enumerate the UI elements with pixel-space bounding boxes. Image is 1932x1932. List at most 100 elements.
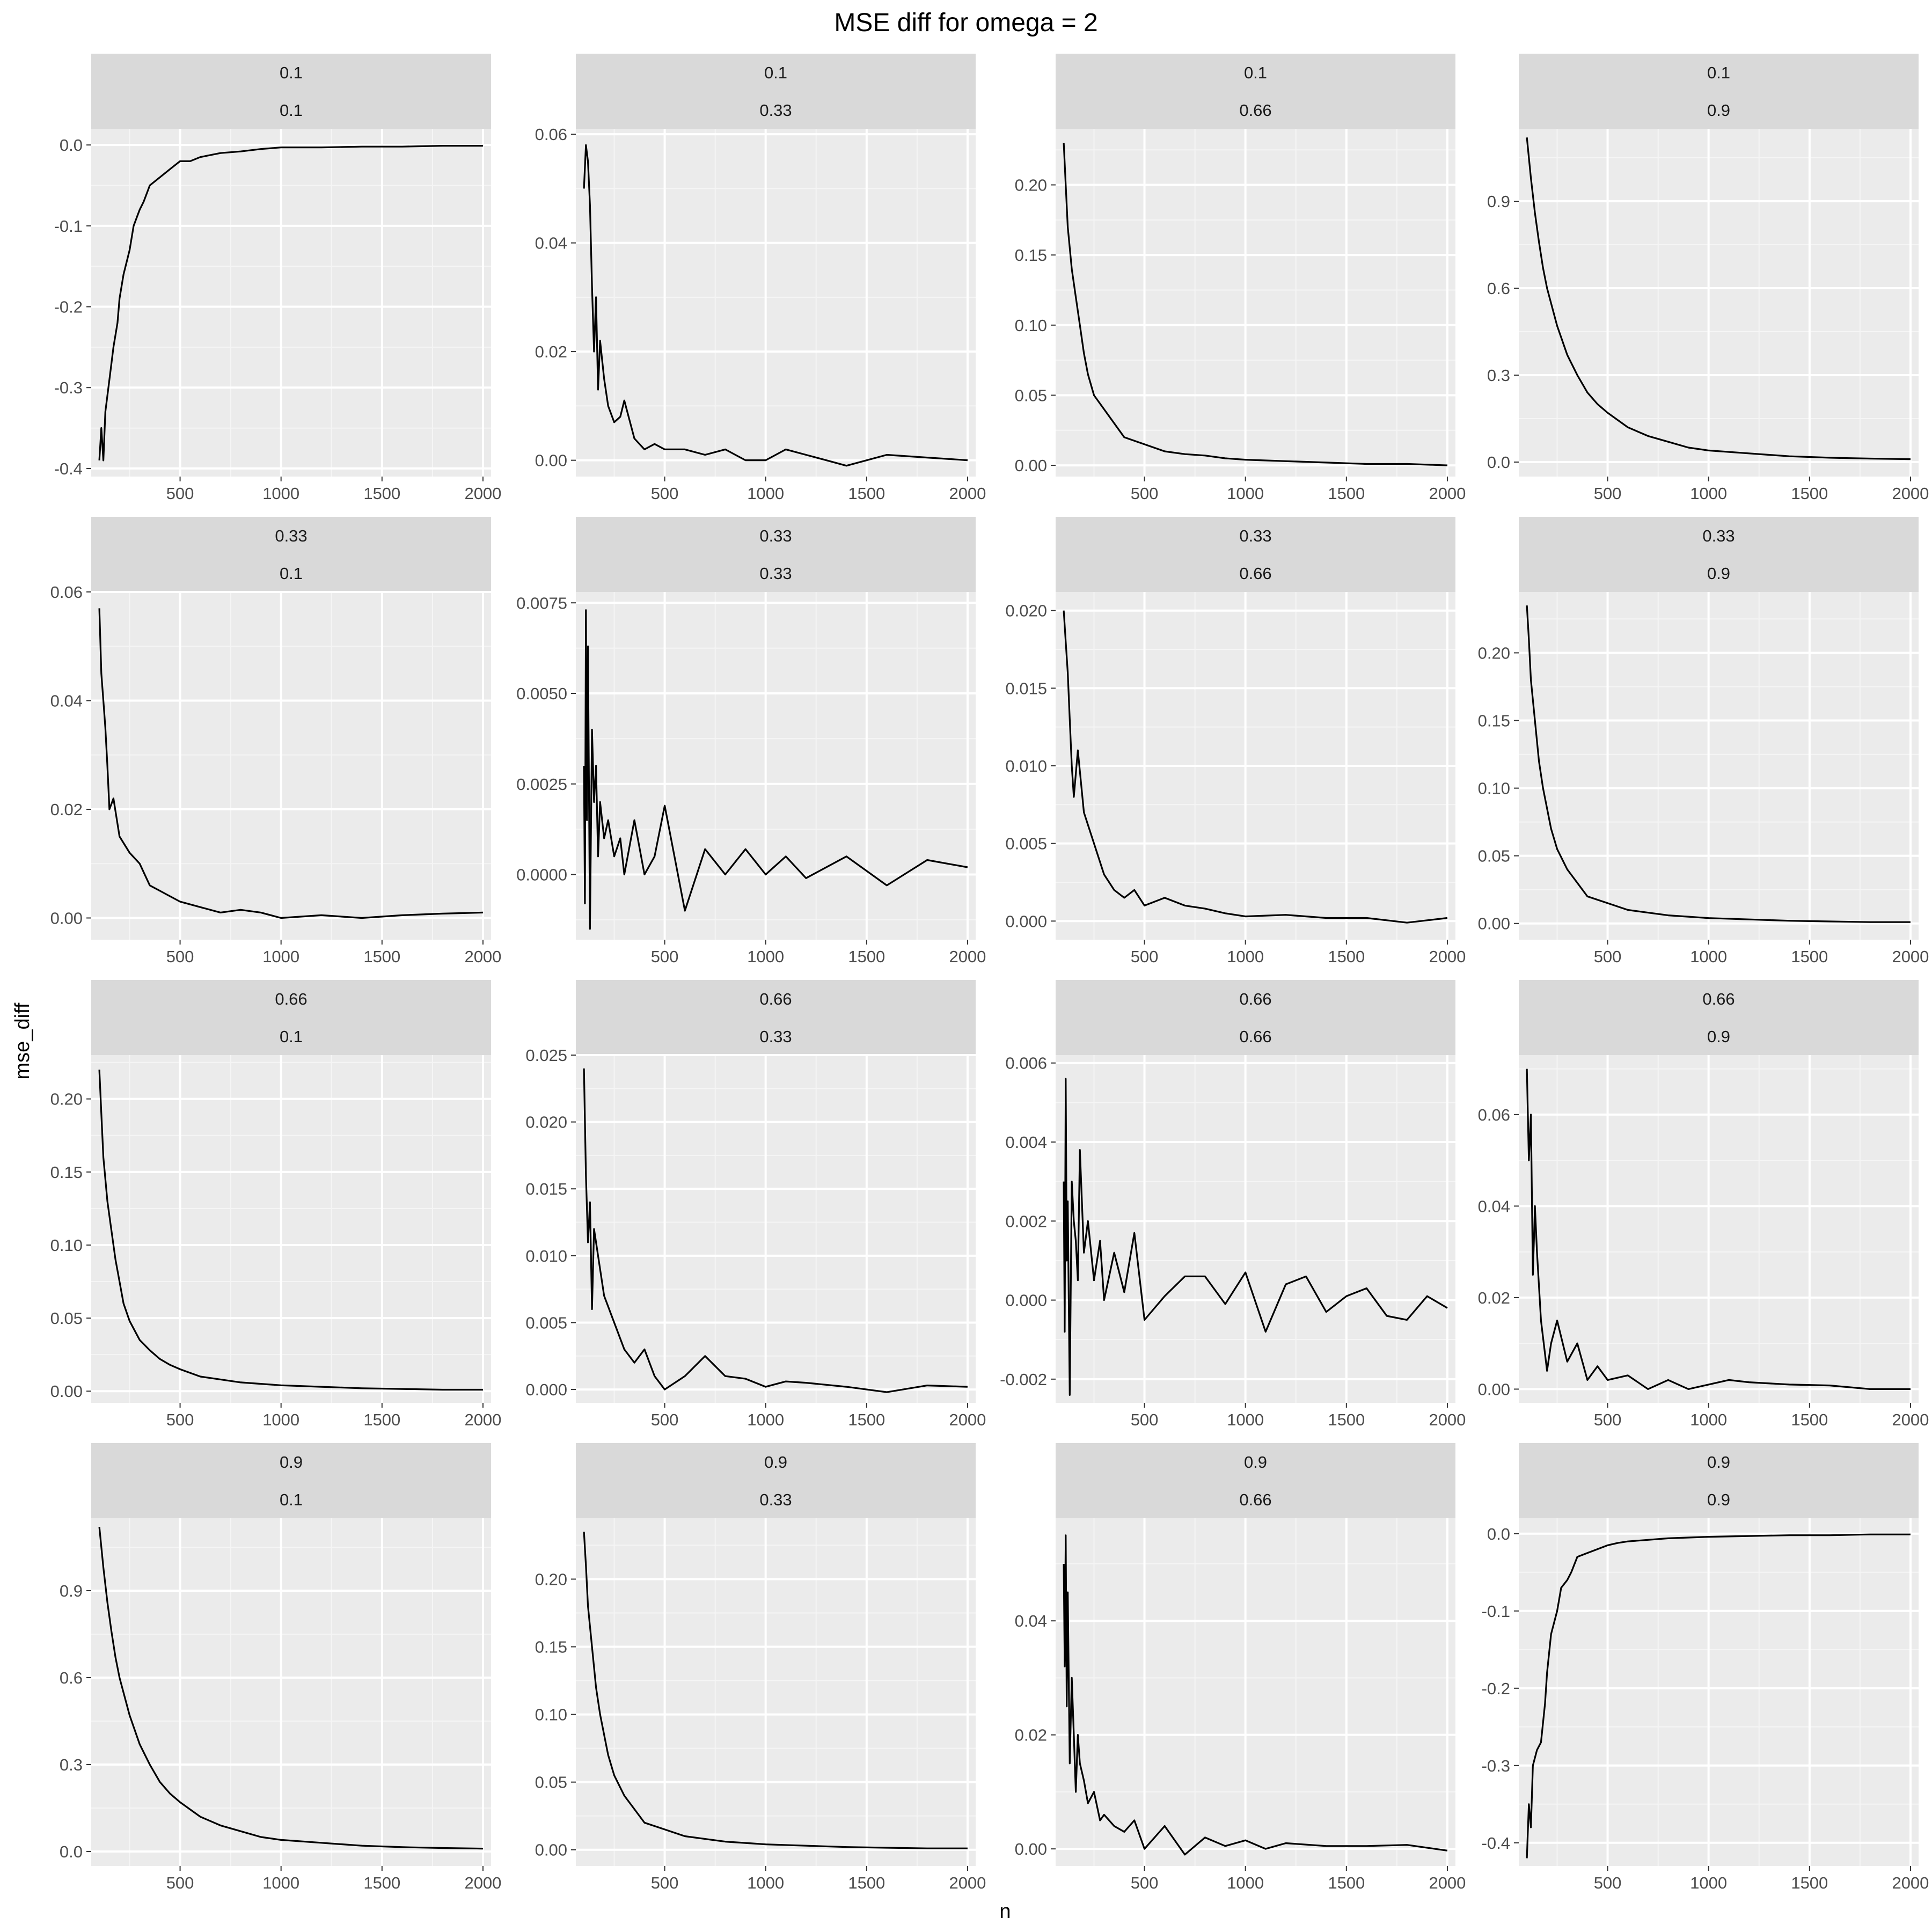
x-tick-label: 500 bbox=[651, 484, 679, 503]
facet-panel: 0.1 0.33 500 1000 1500 2000 0.00 0.02 0.04 0.06 bbox=[535, 54, 986, 503]
facet-strip bbox=[1056, 517, 1455, 592]
y-tick-label: 0.05 bbox=[1478, 847, 1510, 866]
y-tick-label: -0.2 bbox=[1482, 1679, 1510, 1698]
series-line bbox=[1526, 137, 1911, 460]
x-tick-label: 1000 bbox=[747, 947, 784, 966]
y-tick-label: 0.02 bbox=[1478, 1289, 1510, 1307]
facet-strip-col-label: 0.33 bbox=[759, 1490, 792, 1509]
y-tick-label: 0.04 bbox=[50, 692, 83, 711]
plot-background bbox=[1519, 1055, 1919, 1403]
y-tick-label: 0.02 bbox=[50, 800, 83, 819]
x-tick-label: 1500 bbox=[1328, 947, 1365, 966]
facet-strip bbox=[1519, 980, 1919, 1055]
y-tick-label: 0.15 bbox=[50, 1163, 83, 1182]
y-tick-label: 0.00 bbox=[1015, 456, 1047, 475]
x-tick-label: 2000 bbox=[1429, 484, 1466, 503]
x-tick-label: 1000 bbox=[747, 1874, 784, 1892]
x-tick-label: 500 bbox=[1131, 1410, 1159, 1429]
plot-background bbox=[576, 129, 976, 477]
facet-strip-row-label: 0.9 bbox=[1707, 1453, 1730, 1472]
x-tick-label: 1500 bbox=[1328, 484, 1365, 503]
y-tick-label: 0.20 bbox=[1015, 176, 1047, 195]
y-tick-label: 0.06 bbox=[50, 583, 83, 602]
x-tick-label: 1500 bbox=[1791, 1874, 1828, 1892]
x-tick-label: 500 bbox=[1131, 484, 1159, 503]
y-tick-label: 0.006 bbox=[1005, 1054, 1047, 1073]
facet-strip-row-label: 0.1 bbox=[764, 63, 787, 82]
y-tick-label: 0.000 bbox=[1005, 1291, 1047, 1310]
x-tick-label: 2000 bbox=[1429, 1410, 1466, 1429]
y-tick-label: 0.00 bbox=[535, 1841, 567, 1860]
facet-panel: 0.9 0.66 500 1000 1500 2000 0.00 0.02 0.04 bbox=[1015, 1443, 1466, 1892]
x-tick-label: 1500 bbox=[1791, 484, 1828, 503]
x-tick-label: 1500 bbox=[848, 947, 885, 966]
plot-background bbox=[1519, 1518, 1919, 1866]
y-tick-label: 0.010 bbox=[525, 1247, 567, 1265]
facet-panel: 0.1 0.1 500 1000 1500 2000 -0.4 -0.3 -0.2 -0.1 0.0 bbox=[54, 54, 501, 503]
facet-strip-row-label: 0.33 bbox=[1239, 526, 1271, 545]
series-line bbox=[98, 1527, 483, 1850]
x-tick-label: 1000 bbox=[262, 947, 299, 966]
y-tick-label: 0.015 bbox=[1005, 679, 1047, 698]
y-tick-label: 0.04 bbox=[1478, 1197, 1510, 1216]
y-tick-label: 0.0 bbox=[1487, 1525, 1510, 1543]
y-tick-label: 0.00 bbox=[50, 1382, 83, 1401]
plot-background bbox=[91, 1055, 491, 1403]
x-tick-label: 500 bbox=[1131, 947, 1159, 966]
facet-strip-col-label: 0.33 bbox=[759, 564, 792, 583]
series-line bbox=[1063, 1078, 1448, 1396]
x-tick-label: 500 bbox=[1594, 947, 1622, 966]
x-tick-label: 2000 bbox=[1892, 947, 1929, 966]
series-line bbox=[1526, 1533, 1911, 1858]
x-tick-label: 1000 bbox=[262, 1410, 299, 1429]
facet-strip bbox=[576, 54, 976, 129]
y-tick-label: 0.10 bbox=[535, 1706, 567, 1724]
facet-strip bbox=[1519, 54, 1919, 129]
y-tick-label: 0.000 bbox=[525, 1380, 567, 1399]
x-tick-label: 500 bbox=[1594, 1410, 1622, 1429]
facet-strip-row-label: 0.9 bbox=[280, 1453, 303, 1472]
facet-strip-col-label: 0.66 bbox=[1239, 1490, 1271, 1509]
y-tick-label: 0.15 bbox=[1478, 712, 1510, 730]
y-tick-label: 0.00 bbox=[1478, 1380, 1510, 1399]
x-tick-label: 1000 bbox=[1227, 1410, 1264, 1429]
facet-strip-col-label: 0.1 bbox=[280, 1490, 303, 1509]
x-tick-label: 500 bbox=[166, 484, 194, 503]
facet-panel: 0.1 0.9 500 1000 1500 2000 0.0 0.3 0.6 0.9 bbox=[1487, 54, 1929, 503]
x-tick-label: 1000 bbox=[1227, 484, 1264, 503]
series-line bbox=[98, 608, 483, 919]
facet-strip-col-label: 0.66 bbox=[1239, 101, 1271, 120]
x-tick-label: 500 bbox=[651, 947, 679, 966]
y-tick-label: 0.02 bbox=[1015, 1726, 1047, 1745]
x-tick-label: 1000 bbox=[1227, 1874, 1264, 1892]
facet-strip-col-label: 0.33 bbox=[759, 1027, 792, 1046]
facet-strip-col-label: 0.66 bbox=[1239, 564, 1271, 583]
x-tick-label: 2000 bbox=[1892, 1410, 1929, 1429]
facet-strip-col-label: 0.1 bbox=[280, 101, 303, 120]
y-tick-label: -0.4 bbox=[54, 459, 83, 478]
y-tick-label: 0.005 bbox=[1005, 835, 1047, 853]
y-tick-label: 0.20 bbox=[1478, 643, 1510, 662]
x-tick-label: 1000 bbox=[1690, 1874, 1727, 1892]
facet-panel: 0.66 0.66 500 1000 1500 2000 -0.002 0.000 0.002 0… bbox=[1000, 980, 1466, 1429]
x-tick-label: 2000 bbox=[464, 1410, 501, 1429]
y-tick-label: 0.0075 bbox=[516, 594, 567, 612]
x-tick-label: 500 bbox=[651, 1874, 679, 1892]
y-tick-label: 0.0 bbox=[1487, 453, 1510, 472]
plot-background bbox=[1056, 129, 1455, 477]
y-tick-label: 0.00 bbox=[535, 451, 567, 470]
x-tick-label: 1500 bbox=[1791, 1410, 1828, 1429]
y-tick-label: 0.05 bbox=[535, 1773, 567, 1792]
series-line bbox=[1526, 605, 1911, 923]
facet-strip-col-label: 0.1 bbox=[280, 564, 303, 583]
facet-strip-row-label: 0.1 bbox=[1707, 63, 1730, 82]
facet-panel: 0.33 0.1 500 1000 1500 2000 0.00 0.02 0.04 0.06 bbox=[50, 517, 501, 966]
series-line bbox=[1526, 1069, 1911, 1390]
facet-strip-col-label: 0.33 bbox=[759, 101, 792, 120]
x-tick-label: 2000 bbox=[1429, 1874, 1466, 1892]
y-tick-label: 0.15 bbox=[1015, 246, 1047, 265]
facet-strip-row-label: 0.9 bbox=[1244, 1453, 1267, 1472]
y-tick-label: 0.020 bbox=[525, 1113, 567, 1132]
facet-strip-row-label: 0.33 bbox=[275, 526, 307, 545]
